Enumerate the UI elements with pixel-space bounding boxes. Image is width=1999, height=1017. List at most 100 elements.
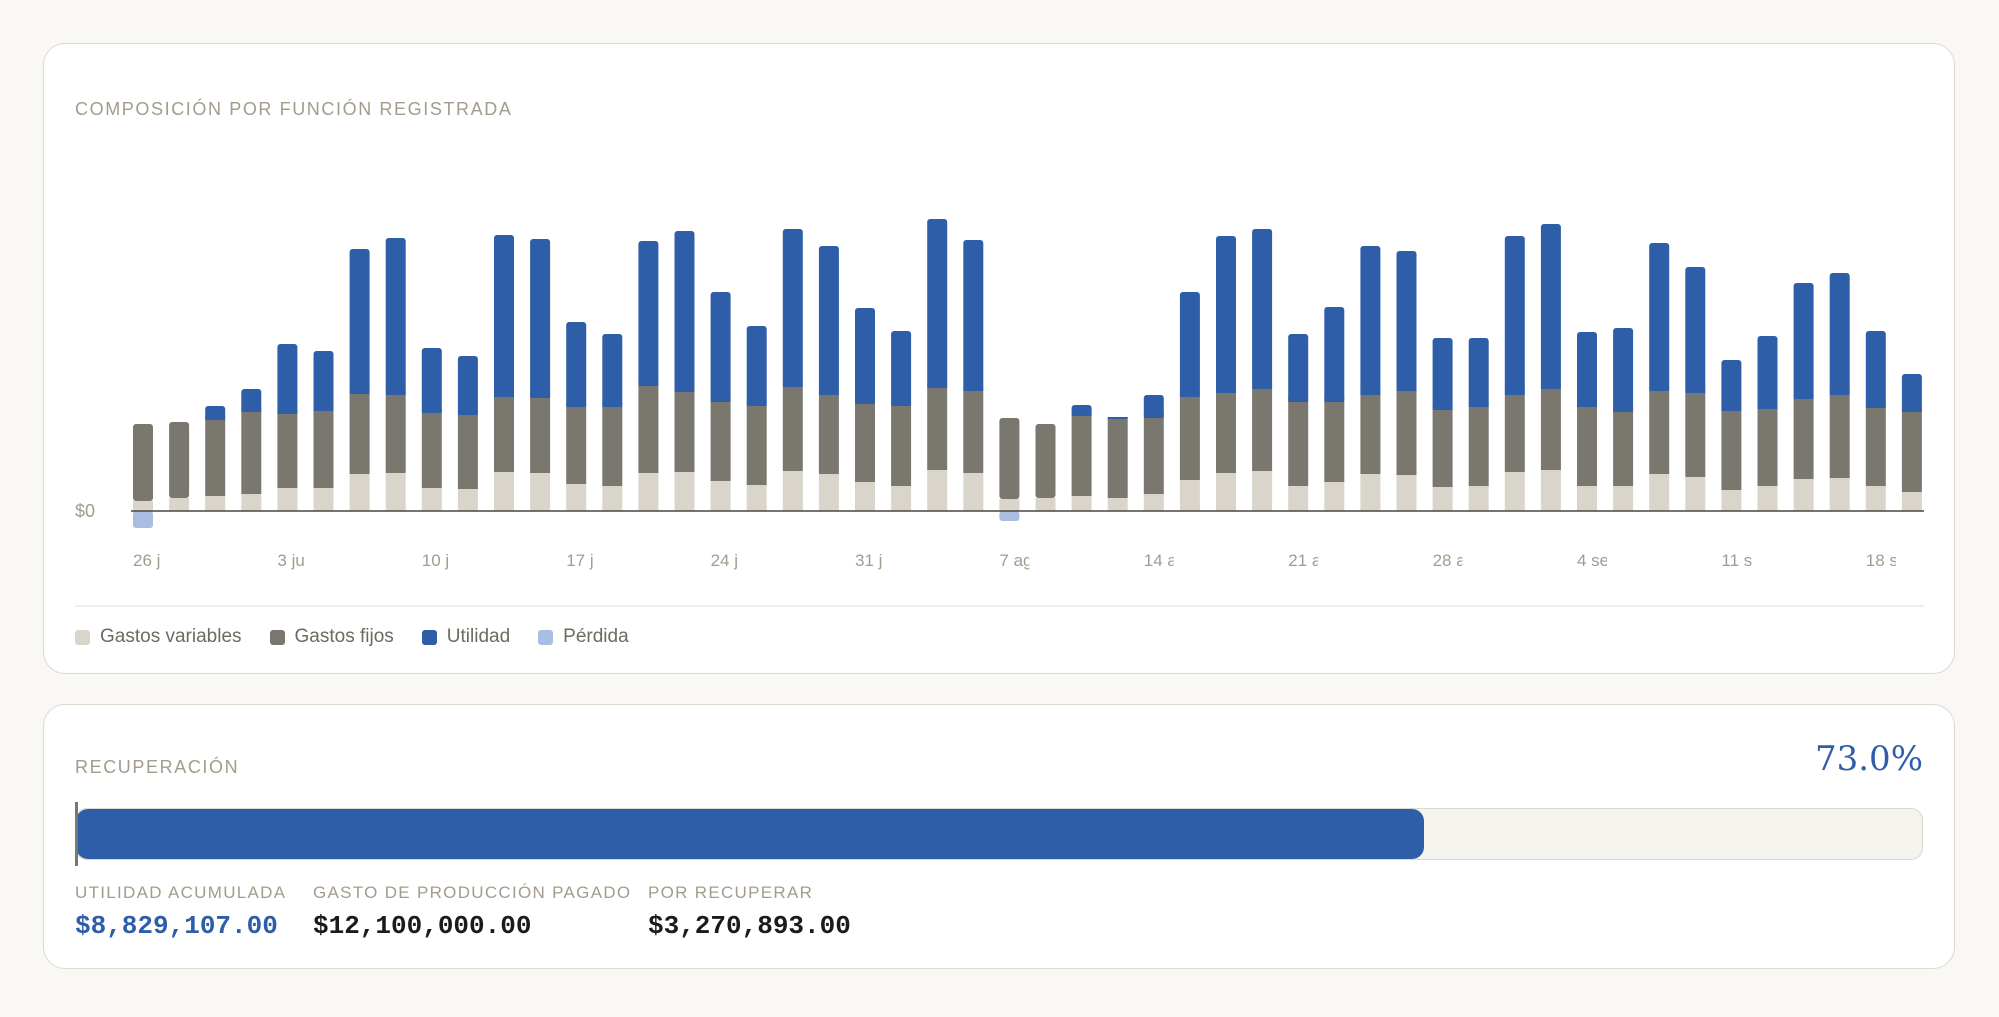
bar-gastos-variables (1071, 496, 1092, 511)
bar-gastos-fijos (602, 407, 623, 486)
bar-utilidad (782, 383, 803, 387)
bar-utilidad (746, 402, 767, 406)
bar-gastos-fijos (1288, 402, 1309, 486)
x-tick-label: 7 ag (999, 551, 1032, 570)
bar-utilidad (1685, 389, 1706, 393)
bar-gastos-fijos (1613, 412, 1634, 486)
bar-gastos-variables (385, 473, 406, 511)
bar-utilidad (1865, 331, 1886, 408)
bar-perdida (999, 511, 1020, 521)
x-tick-label: 18 s (1866, 551, 1898, 570)
bar-gastos-fijos (1143, 418, 1164, 494)
bar-gastos-variables (1143, 494, 1164, 511)
bar-gastos-fijos (1685, 393, 1706, 477)
bar-gastos-variables (963, 473, 984, 511)
bar-utilidad (855, 400, 875, 404)
legend-swatch-gastos-variables (75, 629, 90, 645)
bar-utilidad (1540, 224, 1561, 389)
bar-utilidad (891, 402, 912, 406)
bar-gastos-fijos (349, 394, 370, 474)
bar-gastos-fijos (1829, 395, 1850, 478)
bar-gastos-fijos (1793, 399, 1814, 479)
bar-utilidad (421, 409, 442, 413)
bar-utilidad (1179, 292, 1200, 397)
bar-gastos-variables (169, 498, 190, 511)
bar-utilidad (241, 408, 262, 412)
bar-gastos-variables (349, 474, 370, 511)
legend-item-utilidad[interactable]: Utilidad (421, 626, 511, 648)
bar-gastos-variables (241, 494, 262, 511)
legend-item-gastos-variables[interactable]: Gastos variables (75, 626, 242, 648)
bar-utilidad (313, 351, 334, 411)
bar-utilidad (927, 384, 948, 388)
bar-utilidad (277, 410, 298, 414)
bar-gastos-variables (205, 496, 226, 511)
bar-gastos-fijos (782, 387, 803, 471)
bar-utilidad (349, 249, 370, 394)
bar-utilidad (1865, 404, 1886, 408)
bar-gastos-variables (1865, 486, 1886, 511)
bar-gastos-fijos (1035, 424, 1056, 498)
bar-utilidad (1216, 389, 1236, 393)
bar-utilidad (1829, 273, 1850, 395)
bar-gastos-variables (1179, 480, 1200, 511)
bar-utilidad (1360, 391, 1381, 395)
bar-utilidad (1577, 332, 1597, 407)
x-tick-label: 17 j (566, 551, 593, 570)
bar-utilidad (530, 394, 551, 398)
bar-gastos-variables (999, 499, 1020, 511)
bar-gastos-fijos (1432, 410, 1453, 487)
stat-gasto-produccion: GASTO DE PRODUCCIÓN PAGADO $12,100,000.0… (313, 883, 631, 941)
bar-utilidad (566, 403, 587, 407)
bar-gastos-variables (457, 489, 478, 511)
bar-gastos-fijos (205, 420, 226, 496)
x-tick-label: 21 a (1288, 551, 1322, 570)
bar-utilidad (457, 411, 478, 415)
bar-utilidad (674, 388, 695, 392)
bar-utilidad (1288, 398, 1309, 402)
bar-gastos-variables (782, 471, 803, 511)
recovery-title: RECUPERACIÓN (75, 757, 240, 777)
bar-gastos-fijos (421, 413, 442, 488)
bar-utilidad (1432, 338, 1453, 410)
bar-utilidad (205, 416, 226, 420)
bar-utilidad (1901, 374, 1922, 412)
bar-gastos-variables (674, 472, 695, 511)
bar-utilidad (1252, 385, 1273, 389)
bar-utilidad (602, 334, 623, 407)
bar-gastos-fijos (457, 415, 478, 489)
bar-utilidad (1757, 336, 1778, 409)
legend-label-utilidad: Utilidad (446, 626, 511, 647)
bar-utilidad (818, 246, 839, 395)
bar-gastos-variables (1504, 472, 1525, 511)
bar-utilidad (1288, 334, 1309, 402)
bar-utilidad (927, 219, 948, 388)
legend-swatch-utilidad (421, 629, 437, 645)
x-tick-label: 31 j (855, 551, 882, 570)
legend-item-gastos-fijos[interactable]: Gastos fijos (269, 626, 394, 648)
bar-gastos-variables (313, 488, 334, 511)
bar-gastos-variables (1360, 474, 1381, 511)
bar-utilidad (349, 390, 370, 394)
bar-utilidad (1324, 398, 1345, 402)
bar-utilidad (891, 331, 912, 406)
bar-gastos-variables (1107, 498, 1128, 511)
composition-title: COMPOSICIÓN POR FUNCIÓN REGISTRADA (75, 99, 513, 119)
legend-item-perdida[interactable]: Pérdida (538, 626, 629, 648)
bar-gastos-fijos (746, 406, 767, 485)
bar-gastos-fijos (1468, 407, 1489, 486)
bar-gastos-fijos (1577, 407, 1597, 486)
bar-gastos-fijos (855, 404, 875, 482)
bar-utilidad (1504, 391, 1525, 395)
bar-gastos-fijos (1757, 409, 1778, 486)
bar-gastos-fijos (1252, 389, 1273, 471)
progress-start-marker (75, 802, 78, 866)
bar-utilidad (385, 238, 406, 395)
bar-utilidad (421, 348, 442, 413)
x-tick-label: 3 ju (277, 551, 304, 570)
bar-gastos-variables (1721, 490, 1742, 511)
bar-gastos-fijos (566, 407, 587, 484)
bar-utilidad (1468, 338, 1489, 407)
bar-gastos-variables (421, 488, 442, 511)
x-tick-label: 14 a (1144, 551, 1178, 570)
